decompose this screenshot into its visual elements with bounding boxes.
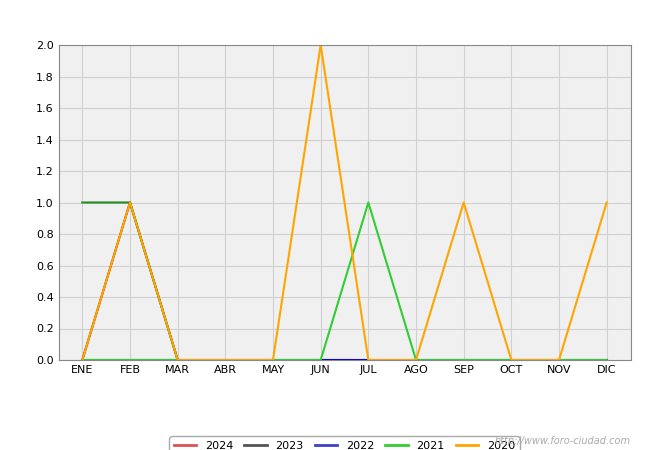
Legend: 2024, 2023, 2022, 2021, 2020: 2024, 2023, 2022, 2021, 2020 — [169, 436, 520, 450]
Text: http://www.foro-ciudad.com: http://www.foro-ciudad.com — [495, 436, 630, 446]
Text: Matriculaciones de Vehiculos en La Estrella: Matriculaciones de Vehiculos en La Estre… — [146, 9, 504, 27]
